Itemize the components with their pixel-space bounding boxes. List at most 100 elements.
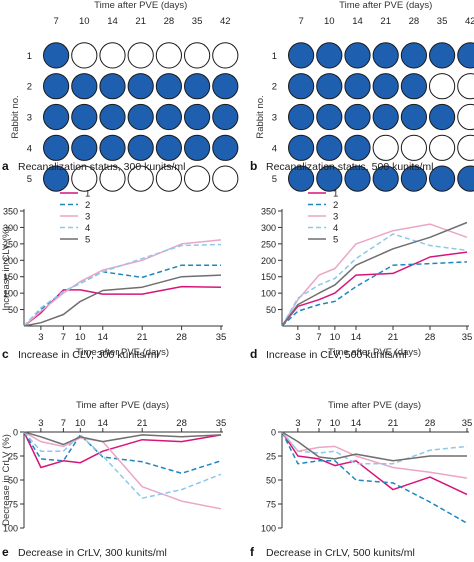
- status-dot: [400, 42, 427, 69]
- x-tick-label: 35: [462, 418, 473, 429]
- status-dot: [127, 42, 154, 69]
- series-line-2: [281, 431, 468, 524]
- status-dot: [316, 73, 343, 100]
- x-tick-label: 3: [38, 418, 43, 429]
- series-line-1: [281, 431, 468, 496]
- y-tick-label: 75: [266, 500, 276, 510]
- row-label: 4: [272, 143, 277, 154]
- y-tick-label: 75: [8, 500, 18, 510]
- row-label: 2: [27, 82, 32, 93]
- status-dot: [288, 73, 315, 100]
- x-tick-label: 35: [216, 418, 227, 429]
- status-dot: [127, 165, 154, 192]
- series-line-3: [281, 431, 468, 479]
- y-axis-title: Decrease in CrLV (%): [1, 434, 12, 526]
- status-dot: [99, 73, 126, 100]
- status-dot: [316, 165, 343, 192]
- legend-label: 5: [333, 235, 338, 246]
- status-dot: [127, 134, 154, 161]
- row-label: 1: [27, 51, 32, 62]
- status-dot: [43, 73, 70, 100]
- x-tick-label: 21: [388, 418, 399, 429]
- panel-caption-f: Decrease in CrLV, 500 kunits/ml: [266, 547, 415, 559]
- column-label: 10: [324, 16, 335, 27]
- y-tick-label: 350: [3, 207, 18, 217]
- status-dot: [400, 73, 427, 100]
- status-dot: [400, 103, 427, 131]
- x-tick-label: 28: [425, 418, 436, 429]
- row-label: 5: [272, 174, 277, 185]
- y-tick-label: 50: [266, 305, 276, 315]
- row-label: 4: [27, 143, 32, 154]
- status-dot: [155, 73, 182, 100]
- legend-label: 2: [333, 200, 338, 211]
- status-dot: [155, 42, 182, 69]
- series-line-4: [281, 431, 468, 465]
- status-dot: [71, 103, 98, 131]
- status-dot: [184, 73, 211, 100]
- status-dot: [184, 42, 211, 69]
- series-line-2: [23, 264, 221, 327]
- status-dot: [212, 165, 239, 192]
- panel-a: Time after PVE (days)7 10 14 21 28 35 4212345R…: [2, 0, 239, 192]
- y-tick-label: 50: [266, 476, 276, 486]
- x-tick-label: 21: [137, 332, 148, 343]
- status-dot: [43, 165, 70, 192]
- status-dot: [288, 134, 315, 161]
- status-dot: [71, 134, 98, 161]
- status-dot: [344, 73, 371, 100]
- x-tick-label: 10: [75, 418, 86, 429]
- status-dot: [372, 73, 399, 100]
- status-dot: [400, 165, 427, 192]
- y-tick-label: 0: [271, 428, 276, 438]
- panel-caption-e: Decrease in CrLV, 300 kunits/ml: [18, 547, 167, 559]
- legend-label: 2: [85, 200, 90, 211]
- x-tick-label: 7: [316, 418, 321, 429]
- y-tick-label: 300: [261, 223, 276, 233]
- series-line-5: [281, 431, 467, 462]
- x-axis-title: Time after PVE (days): [328, 400, 421, 411]
- panel-e: 3 7 10 14 21 28 35 0 25 50 75 100 Time after PVE (da…: [1, 400, 226, 559]
- panel-caption-a: Recanalization status, 300 kunits/ml: [18, 161, 186, 173]
- status-dot: [127, 103, 154, 131]
- status-dot: [99, 103, 126, 131]
- x-tick-label: 10: [75, 332, 86, 343]
- series-line-5: [23, 431, 222, 446]
- status-dot: [316, 134, 343, 161]
- status-dot: [372, 103, 399, 131]
- column-label: 7: [53, 16, 58, 27]
- status-dot: [212, 73, 239, 100]
- status-dot: [457, 165, 474, 192]
- series-line-2: [281, 261, 468, 327]
- legend-label: 3: [85, 212, 90, 223]
- panel-letter-c: c: [2, 347, 9, 361]
- status-dot: [429, 73, 456, 100]
- y-tick-label: 50: [8, 305, 18, 315]
- panel-caption-c: Increase in CLV, 300 kunits/ml: [18, 349, 159, 361]
- column-label: 14: [107, 16, 118, 27]
- status-dot: [316, 42, 343, 69]
- row-label: 1: [272, 51, 277, 62]
- status-dot: [184, 103, 211, 131]
- status-dot: [212, 103, 239, 131]
- legend-label: 4: [333, 223, 338, 234]
- status-dot: [155, 165, 182, 192]
- x-axis-title: Time after PVE (days): [328, 347, 421, 358]
- y-tick-label: 25: [266, 452, 276, 462]
- status-dot: [99, 165, 126, 192]
- series-line-5: [23, 274, 222, 327]
- status-dot: [457, 103, 474, 131]
- status-dot: [43, 103, 70, 131]
- status-dot: [43, 42, 70, 69]
- status-dot: [288, 103, 315, 131]
- y-tick-label: 200: [3, 256, 18, 266]
- status-dot: [457, 73, 474, 100]
- column-label: 35: [437, 16, 448, 27]
- status-dot: [288, 42, 315, 69]
- series-line-3: [23, 239, 222, 327]
- status-dot: [71, 73, 98, 100]
- x-tick-label: 3: [295, 332, 300, 343]
- legend-label: 5: [85, 235, 90, 246]
- status-dot: [316, 103, 343, 131]
